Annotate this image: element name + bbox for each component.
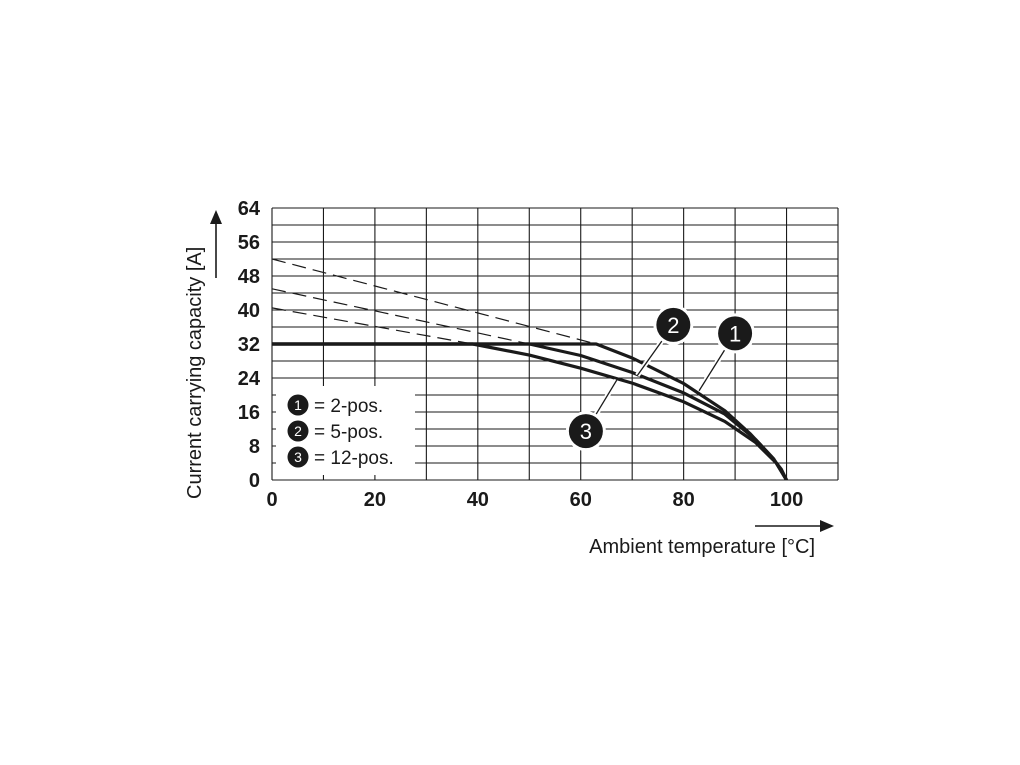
axis-titles: Ambient temperature [°C] Current carryin… xyxy=(184,210,834,558)
legend-badge-3 xyxy=(287,446,309,468)
legend: 1 = 2-pos. 2 = 5-pos. 3 = 12-pos. xyxy=(276,386,415,475)
legend-badge-label-2: 2 xyxy=(294,423,302,439)
legend-badge-label-1: 1 xyxy=(294,397,302,413)
dashed-extension-lines xyxy=(272,258,597,345)
legend-entry-text: = 2-pos. xyxy=(314,396,383,417)
dashed-line-5 xyxy=(272,288,530,345)
y-tick-label: 24 xyxy=(238,368,261,390)
y-tick-label: 48 xyxy=(238,266,260,288)
series-lines xyxy=(272,342,789,480)
series-callouts: 1 2 3 xyxy=(565,304,756,452)
y-tick-label: 56 xyxy=(238,232,260,254)
legend-badge-1 xyxy=(287,394,309,416)
x-tick-label: 40 xyxy=(467,489,489,511)
callout-leader-2 xyxy=(636,338,665,376)
callout-leader-3 xyxy=(594,379,618,417)
legend-entry-text: = 12-pos. xyxy=(314,448,394,469)
legend-badge-label-3: 3 xyxy=(294,449,302,465)
y-tick-label: 0 xyxy=(249,470,260,492)
y-axis-arrow-head xyxy=(210,210,222,224)
x-tick-label: 20 xyxy=(364,489,386,511)
x-tick-label: 60 xyxy=(570,489,592,511)
legend-badge-2 xyxy=(287,420,309,442)
x-axis-arrow-head xyxy=(820,520,834,532)
x-tick-label: 0 xyxy=(266,489,277,511)
y-tick-label: 32 xyxy=(238,334,260,356)
y-axis-title: Current carrying capacity [A] xyxy=(184,247,206,499)
y-tick-label: 64 xyxy=(238,198,261,220)
callout-label-3: 3 xyxy=(580,419,592,444)
callout-label-2: 2 xyxy=(667,313,679,338)
x-tick-label: 80 xyxy=(673,489,695,511)
dashed-line-4 xyxy=(272,258,597,345)
dashed-line-6 xyxy=(272,307,473,345)
y-tick-label: 16 xyxy=(238,402,260,424)
legend-entry-text: = 5-pos. xyxy=(314,422,383,443)
plot-grid xyxy=(271,207,839,481)
x-tick-label: 100 xyxy=(770,489,803,511)
x-axis-title: Ambient temperature [°C] xyxy=(589,536,815,558)
y-tick-label: 8 xyxy=(249,436,260,458)
callout-leader-1 xyxy=(698,347,727,392)
callout-label-1: 1 xyxy=(729,321,741,346)
y-tick-label: 40 xyxy=(238,300,260,322)
series-line-3 xyxy=(272,342,789,480)
callout-badge-1 xyxy=(718,316,753,351)
callout-badge-3 xyxy=(568,414,603,449)
callout-badge-2 xyxy=(656,307,691,342)
